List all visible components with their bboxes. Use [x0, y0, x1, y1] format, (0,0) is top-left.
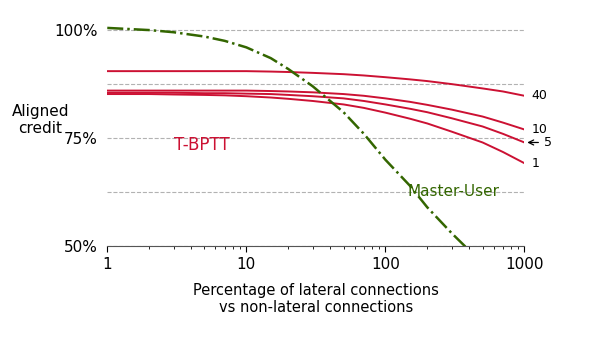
Text: T-BPTT: T-BPTT	[174, 136, 230, 155]
Text: 1: 1	[532, 157, 539, 170]
Text: 10: 10	[532, 123, 547, 136]
Text: Master-User: Master-User	[408, 184, 499, 199]
Text: Aligned
credit: Aligned credit	[12, 104, 69, 136]
Text: 40: 40	[532, 89, 547, 102]
X-axis label: Percentage of lateral connections
vs non-lateral connections: Percentage of lateral connections vs non…	[193, 283, 439, 315]
Text: 5: 5	[529, 136, 552, 149]
